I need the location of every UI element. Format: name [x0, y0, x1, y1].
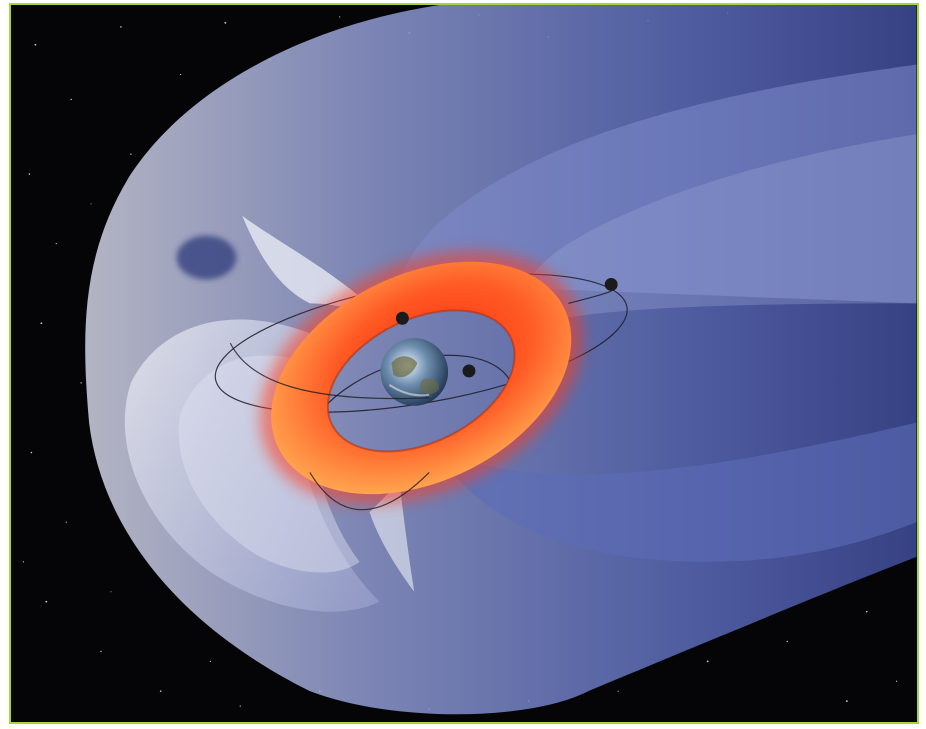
satellites	[395, 277, 618, 378]
illustration-canvas	[22, 5, 917, 715]
satellite-3	[604, 277, 618, 291]
inner-magnetotail-upper	[399, 64, 917, 304]
southern-cusp	[369, 482, 415, 592]
dayside-lobe-inner	[178, 355, 360, 573]
cusp-shadow	[176, 235, 237, 280]
dayside-lobe	[124, 319, 380, 612]
earth	[380, 338, 449, 406]
satellite-2	[462, 364, 476, 378]
magnetosphere-illustration	[9, 3, 919, 724]
ring-inner-edge	[326, 309, 516, 453]
inner-magnetotail-lower	[429, 422, 917, 562]
satellite-1	[395, 311, 409, 325]
